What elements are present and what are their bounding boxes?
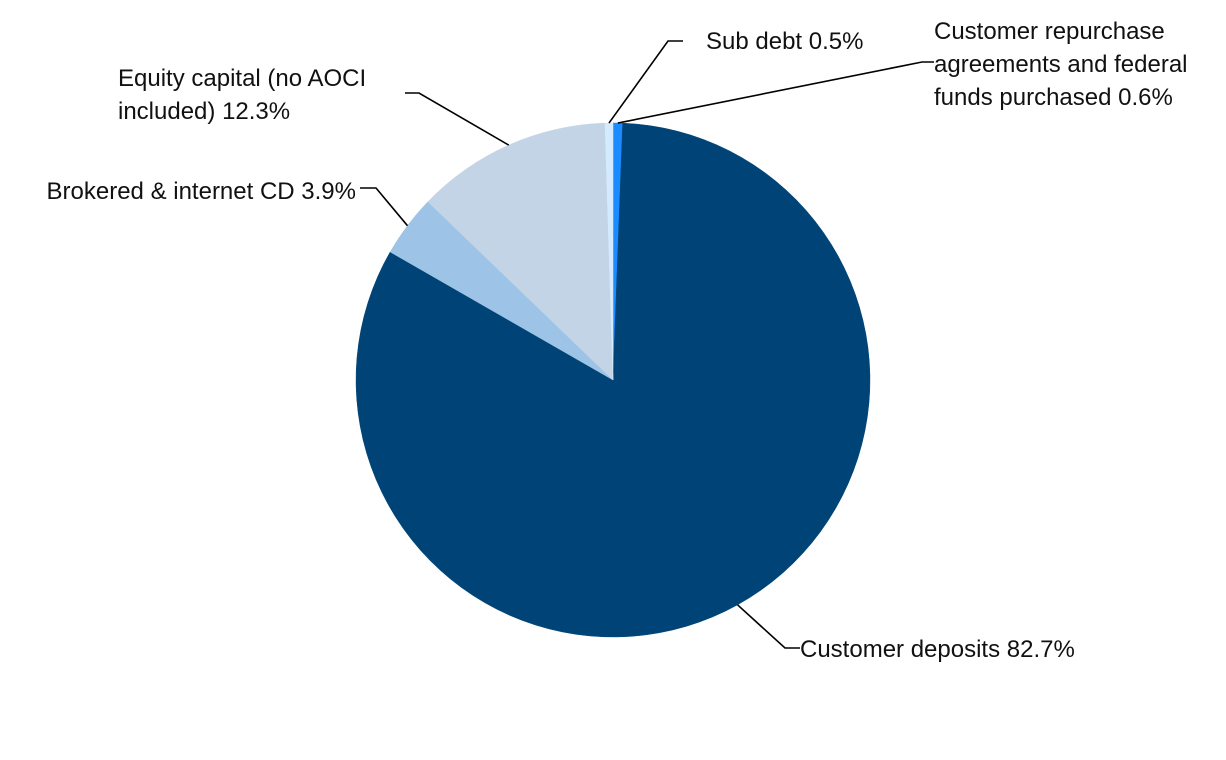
slice-label-line: included) 12.3%: [118, 98, 290, 125]
slice-label-line: Brokered & internet CD 3.9%: [47, 178, 356, 205]
slice-label-sub-debt: Sub debt 0.5%: [706, 28, 863, 55]
slice-label-line: Sub debt 0.5%: [706, 28, 863, 55]
slice-label-line: funds purchased 0.6%: [934, 84, 1173, 111]
leader-line-customer-deposits: [736, 604, 800, 649]
slice-label-line: Customer deposits 82.7%: [800, 636, 1075, 663]
slice-label-brokered-internet-cd: Brokered & internet CD 3.9%: [47, 178, 356, 205]
slice-label-line: agreements and federal: [934, 51, 1188, 78]
slice-label-line: Customer repurchase: [934, 18, 1165, 45]
slice-label-line: Equity capital (no AOCI: [118, 65, 366, 92]
leader-line-equity-capital-no-aoci-included: [405, 92, 510, 146]
leader-line-sub-debt: [608, 40, 683, 124]
leader-line-brokered-internet-cd: [360, 187, 409, 227]
leader-line-customer-repurchase-agreements-and-federal-funds-purchased: [617, 61, 934, 124]
slice-labels: Customer repurchase agreements and federa…: [47, 18, 1188, 663]
pie-slices: [355, 122, 871, 638]
leader-lines: [360, 40, 934, 649]
pie-slice-equity-capital-no-aoci-included: [427, 122, 614, 381]
pie-slice-sub-debt: [604, 122, 614, 381]
slice-label-customer-repurchase-agreements-and-federal-funds-purchased: Customer repurchase agreements and federa…: [934, 18, 1188, 111]
slice-label-equity-capital-no-aoci-included: Equity capital (no AOCI included) 12.3%: [118, 65, 366, 125]
slice-label-customer-deposits: Customer deposits 82.7%: [800, 636, 1075, 663]
